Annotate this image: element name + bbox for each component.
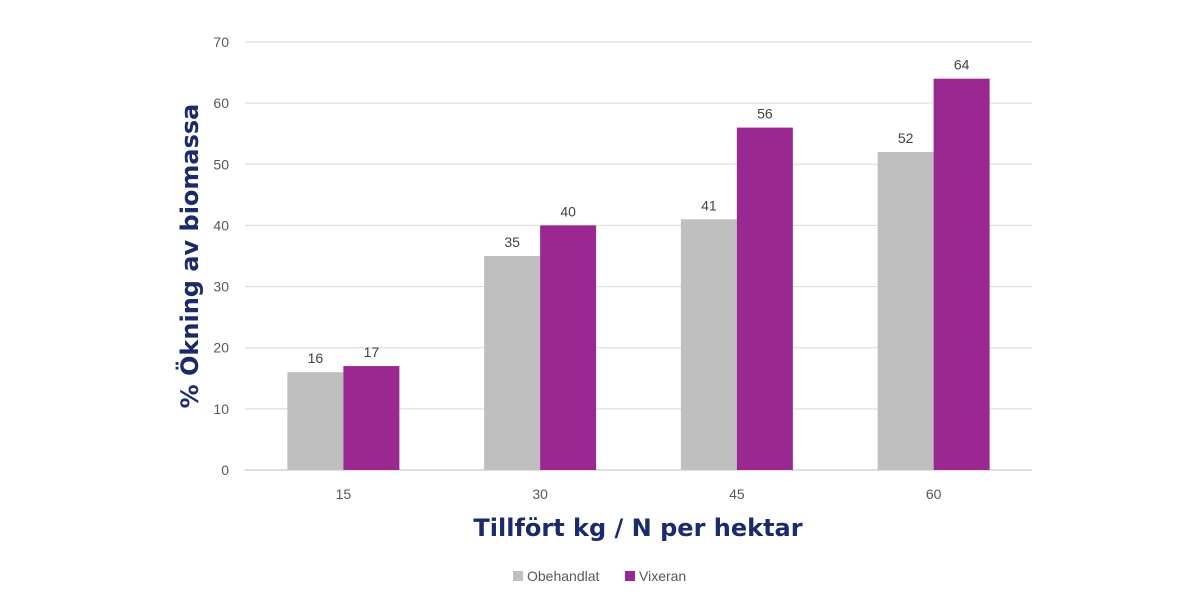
legend-swatch-obehandlat — [513, 571, 523, 581]
data-label: 41 — [701, 197, 717, 213]
data-label: 52 — [898, 130, 914, 146]
bars — [287, 78, 990, 471]
data-label: 35 — [504, 234, 520, 250]
y-tick-label: 0 — [221, 462, 229, 478]
data-label: 16 — [308, 350, 324, 366]
y-axis-ticks: 0 10 20 30 40 50 60 70 — [213, 34, 229, 478]
legend-swatch-vixeran — [625, 571, 635, 581]
x-tick-label: 45 — [729, 486, 745, 502]
bar-obehandlat-60 — [877, 152, 934, 471]
data-label: 64 — [954, 57, 970, 73]
y-axis-title: % Ökning av biomassa — [174, 104, 204, 409]
data-label: 40 — [560, 203, 576, 219]
bar-vixeran-60 — [933, 78, 990, 470]
data-label: 17 — [364, 344, 380, 360]
x-axis-title: Tillfört kg / N per hektar — [473, 514, 802, 542]
legend-label-obehandlat: Obehandlat — [527, 568, 600, 584]
bar-vixeran-45 — [736, 127, 793, 470]
bar-vixeran-15 — [343, 366, 400, 470]
x-tick-label: 15 — [336, 486, 352, 502]
bar-obehandlat-15 — [287, 372, 344, 470]
y-tick-label: 60 — [213, 95, 229, 111]
bar-vixeran-30 — [540, 225, 597, 470]
y-tick-label: 30 — [213, 279, 229, 295]
bar-obehandlat-45 — [680, 219, 737, 470]
y-tick-label: 10 — [213, 401, 229, 417]
y-tick-label: 40 — [213, 217, 229, 233]
x-axis-ticks: 15 30 45 60 — [336, 486, 942, 502]
legend: Obehandlat Vixeran — [513, 568, 686, 584]
y-tick-label: 20 — [213, 340, 229, 356]
legend-label-vixeran: Vixeran — [639, 568, 686, 584]
bar-obehandlat-30 — [484, 256, 541, 470]
y-tick-label: 70 — [213, 34, 229, 50]
x-tick-label: 30 — [532, 486, 548, 502]
y-tick-label: 50 — [213, 156, 229, 172]
data-label: 56 — [757, 106, 773, 122]
data-labels: 16 17 35 40 41 56 52 64 — [308, 57, 970, 366]
x-tick-label: 60 — [926, 486, 942, 502]
